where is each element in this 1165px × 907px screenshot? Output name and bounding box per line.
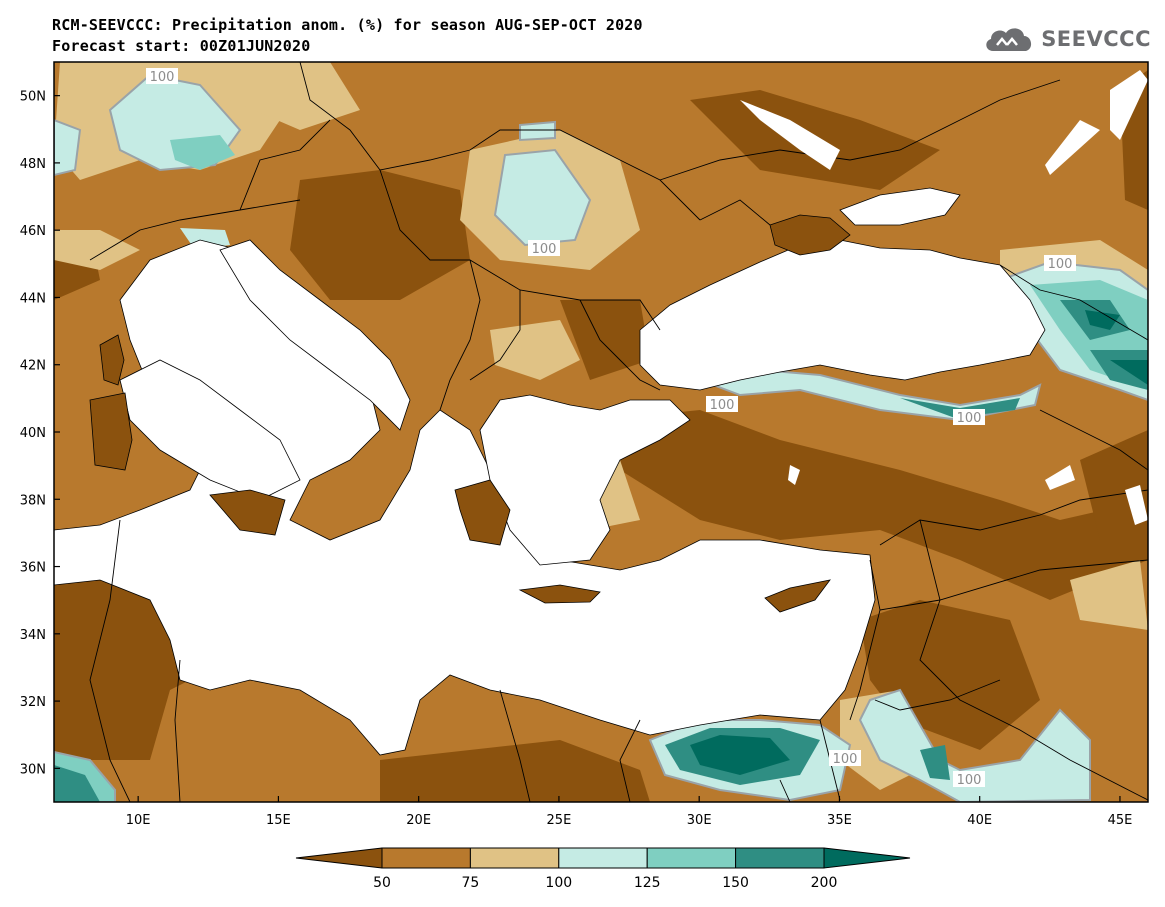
colorbar-label: 75	[461, 875, 479, 891]
y-tick-label: 44N	[20, 291, 46, 306]
colorbar-box	[469, 847, 560, 869]
y-tick-label: 48N	[20, 157, 46, 172]
x-tick-label: 35E	[827, 813, 852, 828]
x-tick-label: 30E	[687, 813, 712, 828]
forecast-start: Forecast start: 00Z01JUN2020	[52, 37, 311, 55]
map-area: 100 100 100 100 100 100 100	[54, 62, 1148, 802]
latitude-axis: 50N 48N 46N 44N 42N 40N 38N 36N 34N 32N 30N	[20, 90, 60, 777]
x-tick-label: 10E	[126, 813, 151, 828]
sea-of-azov	[839, 187, 961, 226]
y-tick-label: 46N	[20, 224, 46, 239]
logo-text: SEEVCCC	[1041, 27, 1151, 51]
colorbar: 50 75 100 125 150 200	[295, 847, 911, 891]
contour-label-100: 100	[532, 242, 557, 257]
y-tick-label: 38N	[20, 493, 46, 508]
colorbar-box	[558, 847, 648, 869]
x-tick-label: 40E	[967, 813, 992, 828]
crete	[518, 584, 601, 604]
y-tick-label: 34N	[20, 628, 46, 643]
colorbar-label: 125	[634, 875, 661, 891]
corsica	[99, 334, 125, 386]
contour-label-100: 100	[957, 773, 982, 788]
sicily	[209, 489, 286, 536]
contour-label-100: 100	[710, 398, 735, 413]
colorbar-label: 150	[722, 875, 749, 891]
contour-labels: 100 100 100 100 100 100 100	[146, 68, 1076, 788]
longitude-axis: 10E 15E 20E 25E 30E 35E 40E 45E	[126, 796, 1133, 828]
colorbar-max-triangle	[823, 847, 911, 869]
wet-anomaly-regions	[54, 73, 1148, 802]
cyprus	[764, 579, 831, 613]
y-tick-label: 40N	[20, 426, 46, 441]
country-borders	[89, 62, 1148, 802]
y-tick-label: 42N	[20, 359, 46, 374]
contour-label-100: 100	[1048, 257, 1073, 272]
colorbar-box	[646, 847, 737, 869]
x-tick-label: 15E	[266, 813, 291, 828]
adriatic-sea	[219, 239, 411, 431]
crimea	[769, 214, 851, 256]
map-title: RCM-SEEVCCC: Precipitation anom. (%) for…	[52, 16, 643, 34]
y-tick-label: 32N	[20, 695, 46, 710]
contour-label-100: 100	[150, 70, 175, 85]
islands	[89, 334, 831, 613]
contour-label-100: 100	[833, 752, 858, 767]
y-tick-label: 30N	[20, 762, 46, 777]
colorbar-box	[735, 847, 825, 869]
colorbar-min-triangle	[295, 847, 383, 869]
x-tick-label: 25E	[547, 813, 572, 828]
y-tick-label: 50N	[20, 90, 46, 105]
peloponnese	[454, 479, 511, 546]
colorbar-label: 100	[545, 875, 572, 891]
y-tick-label: 36N	[20, 561, 46, 576]
inland-water	[740, 70, 1148, 525]
x-tick-label: 20E	[406, 813, 431, 828]
tyrrhenian-sea	[119, 359, 301, 501]
colorbar-label: 50	[373, 875, 391, 891]
x-tick-label: 45E	[1108, 813, 1133, 828]
sardinia	[89, 392, 133, 471]
contour-label-100: 100	[957, 411, 982, 426]
colorbar-label: 200	[811, 875, 838, 891]
seevccc-logo: SEEVCCC	[983, 22, 1151, 56]
cloud-icon	[986, 28, 1032, 51]
colorbar-box	[381, 847, 471, 869]
